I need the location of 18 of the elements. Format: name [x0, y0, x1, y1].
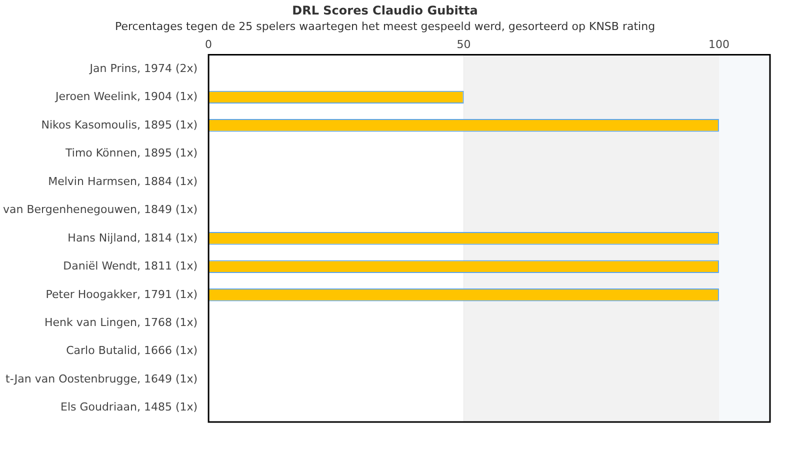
y-tick-label: Els Goudriaan, 1485 (1x) [60, 400, 198, 414]
y-tick-label: Henk van Lingen, 1768 (1x) [44, 316, 198, 329]
x-tick-label: 50 [456, 38, 471, 52]
chart-title: DRL Scores Claudio Gubitta [292, 3, 478, 18]
y-tick-label: Carlo Butalid, 1666 (1x) [66, 344, 198, 358]
x-tick-label: 100 [708, 38, 730, 52]
y-tick-label: Jeroen Weelink, 1904 (1x) [54, 90, 198, 104]
y-tick-label: Daniël Wendt, 1811 (1x) [63, 260, 198, 273]
chart-subtitle: Percentages tegen de 25 spelers waartegen het meest gespeeld werd, gesorteerd op KNSB rating [114, 20, 656, 33]
y-tick-label: Timo Können, 1895 (1x) [64, 146, 198, 160]
y-tick-label: Nikos Kasomoulis, 1895 (1x) [41, 118, 198, 132]
y-tick-label: van Bergenhenegouwen, 1849 (1x) [2, 203, 198, 216]
y-tick-label: Melvin Harmsen, 1884 (1x) [48, 174, 198, 188]
x-tick-label: 0 [205, 38, 212, 52]
y-tick-label: Peter Hoogakker, 1791 (1x) [46, 288, 198, 301]
y-tick-label: Jan Prins, 1974 (2x) [88, 62, 198, 75]
y-tick-label: t-Jan van Oostenbrugge, 1649 (1x) [6, 372, 198, 386]
y-tick-label: Hans Nijland, 1814 (1x) [68, 231, 198, 244]
